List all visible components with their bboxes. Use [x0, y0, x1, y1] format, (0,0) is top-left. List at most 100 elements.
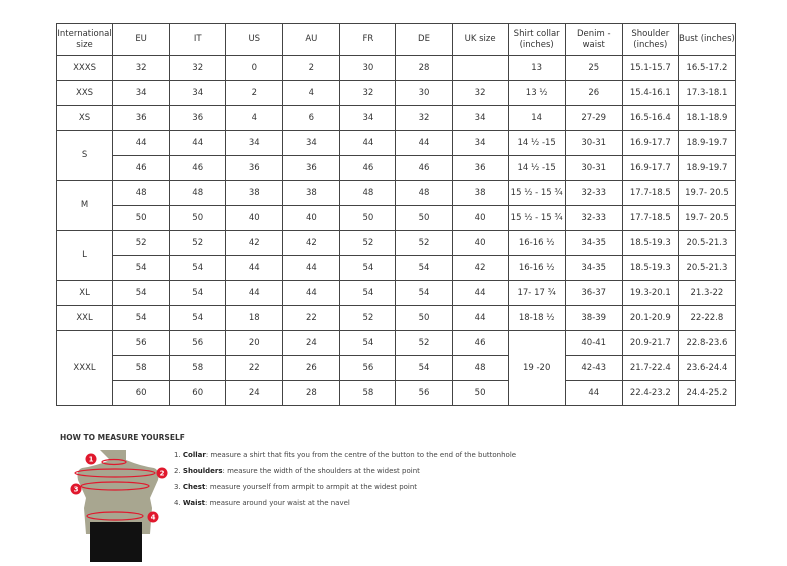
table-cell: 54: [169, 255, 227, 281]
table-cell: 18.1-18.9: [677, 105, 737, 131]
table-cell: 18: [225, 305, 284, 331]
table-cell: 16.5-16.4: [621, 105, 679, 131]
table-cell: 36: [169, 105, 227, 131]
table-cell: 27-29: [564, 105, 623, 131]
table-cell: 50: [395, 205, 453, 231]
table-cell: 36: [112, 105, 171, 131]
table-cell: 52: [169, 230, 227, 256]
table-cell: 16-16 ½: [507, 255, 566, 281]
column-header: AU: [282, 23, 341, 56]
torso-measure-illustration: 1 2 3 4: [70, 450, 168, 562]
table-cell: 15 ½ - 15 ¾: [507, 205, 566, 231]
table-cell: 22: [282, 305, 341, 331]
table-cell: 16.9-17.7: [621, 155, 679, 181]
table-cell: 54: [169, 280, 227, 306]
table-cell: 13 ½: [507, 80, 566, 106]
table-cell: 54: [169, 305, 227, 331]
table-cell: 18.5-19.3: [621, 230, 679, 256]
table-cell: 34: [112, 80, 171, 106]
table-cell: 44: [225, 255, 284, 281]
table-cell: 0: [225, 55, 284, 81]
international-size-cell: XXS: [55, 80, 114, 106]
table-cell: 15.1-15.7: [621, 55, 679, 81]
table-cell: 40: [282, 205, 341, 231]
measure-steps: 1. Collar: measure a shirt that fits you…: [174, 451, 516, 515]
column-header: DE: [395, 23, 453, 56]
table-cell: 52: [395, 230, 453, 256]
table-cell: 38: [225, 180, 284, 206]
table-cell: 21.7-22.4: [621, 355, 679, 381]
table-cell: 58: [112, 355, 171, 381]
table-row: 46 46 36 36 46 46 36 14 ½ -15 30-31 16.9-17.7 18.9…: [57, 155, 737, 181]
table-cell: 48: [451, 355, 509, 381]
column-header: Denim - waist: [564, 23, 623, 56]
table-cell: 56: [339, 355, 397, 381]
table-cell: 20.5-21.3: [677, 255, 737, 281]
table-cell: 54: [395, 355, 453, 381]
table-cell: 20: [225, 330, 284, 356]
marker-3-icon: [70, 483, 82, 495]
table-cell: 46: [451, 330, 509, 356]
international-size-cell: S: [55, 130, 114, 181]
table-cell: 22.8-23.6: [677, 330, 737, 356]
table-cell: 16-16 ½: [507, 230, 566, 256]
table-row: M 48 48 38 38 48 48 38 15 ½ - 15 ¾ 32-33 17.7-18.5…: [55, 180, 737, 231]
table-cell: 26: [564, 80, 623, 106]
column-header: EU: [112, 23, 171, 56]
table-cell: 16.5-17.2: [677, 55, 737, 81]
table-row: S 44 44 34 34 44 44 34 14 ½ -15 30-31 16.9-17.7 18.…: [55, 130, 737, 181]
international-size-cell: XXL: [55, 305, 114, 331]
table-cell: 50: [169, 205, 227, 231]
table-cell: 36-37: [564, 280, 623, 306]
table-cell: 54: [339, 280, 397, 306]
table-cell: 17- 17 ¾: [507, 280, 566, 306]
table-cell: 42: [451, 255, 509, 281]
table-cell: 28: [395, 55, 453, 81]
table-cell: 24.4-25.2: [677, 380, 737, 406]
table-cell: 23.6-24.4: [677, 355, 737, 381]
table-cell: 20.9-21.7: [621, 330, 679, 356]
table-cell: 20.1-20.9: [621, 305, 679, 331]
table-cell: 42: [282, 230, 341, 256]
table-cell: 38: [451, 180, 509, 206]
table-cell: 54: [112, 255, 171, 281]
table-cell: 24: [282, 330, 341, 356]
table-cell: 36: [225, 155, 284, 181]
header-row: International size EU IT US AU FR DE UK size Shi…: [55, 23, 737, 56]
step-waist: 4. Waist: measure around your waist at t…: [174, 499, 350, 507]
table-cell: 36: [451, 155, 509, 181]
table-cell: 50: [339, 205, 397, 231]
table-cell: 32: [339, 80, 397, 106]
table-cell: 44: [451, 305, 509, 331]
international-size-cell: XS: [55, 105, 114, 131]
svg-text:1: 1: [89, 456, 94, 464]
table-cell: 34: [282, 130, 341, 156]
table-cell: 44: [395, 130, 453, 156]
marker-4-icon: [147, 511, 159, 523]
table-cell: 42: [225, 230, 284, 256]
table-cell: 44: [282, 280, 341, 306]
column-header: UK size: [451, 23, 509, 56]
column-header: Bust (inches): [677, 23, 737, 56]
table-cell: 48: [112, 180, 171, 206]
step-shoulders: 2. Shoulders: measure the width of the s…: [174, 467, 420, 475]
column-header: IT: [169, 23, 227, 56]
table-cell: 52: [339, 230, 397, 256]
table-cell: 54: [339, 255, 397, 281]
table-cell: 40-41: [564, 330, 623, 356]
table-row: 54 54 44 44 54 54 42 16-16 ½ 34-35 18.5-19.3 20.5-…: [57, 255, 737, 281]
table-cell: 18.9-19.7: [677, 130, 737, 156]
column-header: International size: [55, 23, 114, 56]
table-cell: 54: [112, 280, 171, 306]
international-size-cell: XXXS: [55, 55, 114, 81]
table-cell: 30: [395, 80, 453, 106]
table-cell: 20.5-21.3: [677, 230, 737, 256]
table-cell: 34: [169, 80, 227, 106]
table-row: 50 50 40 40 50 50 40 15 ½ - 15 ¾ 32-33 17.7-18.5 1…: [57, 205, 737, 231]
table-cell: 26: [282, 355, 341, 381]
table-cell: 21.3-22: [677, 280, 737, 306]
table-cell: 54: [112, 305, 171, 331]
table-row: XS 36 36 4 6 34 32 34 14 27-29 16.5-16.4 18.1-18.9: [55, 105, 737, 131]
step-chest: 3. Chest: measure yourself from armpit t…: [174, 483, 418, 491]
table-cell: 22.4-23.2: [621, 380, 679, 406]
